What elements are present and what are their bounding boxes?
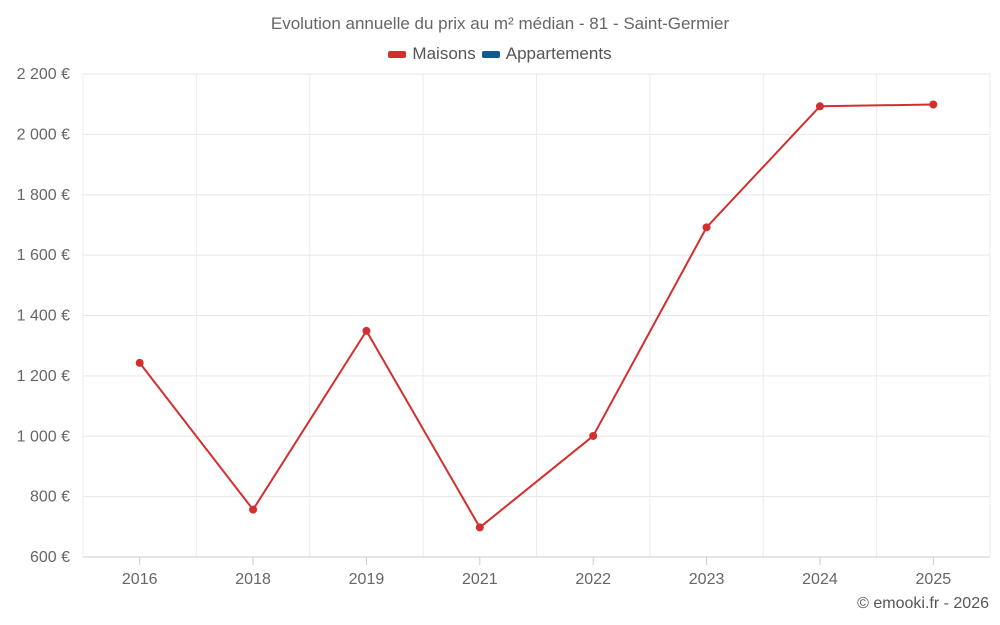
data-point[interactable] — [135, 358, 144, 367]
data-point[interactable] — [475, 523, 484, 532]
y-tick-label: 2 200 € — [17, 66, 70, 83]
x-tick-label: 2025 — [916, 571, 952, 588]
x-axis: 2016 2018 2019 2021 2022 2023 2024 2025 — [83, 556, 990, 588]
x-tick-label: 2021 — [462, 571, 498, 588]
y-tick-label: 2 000 € — [17, 126, 70, 143]
x-tick-label: 2019 — [349, 571, 385, 588]
data-point[interactable] — [815, 102, 824, 111]
y-tick-label: 600 € — [30, 549, 70, 566]
series-line-maisons — [138, 103, 934, 529]
y-tick-label: 1 400 € — [17, 308, 70, 325]
y-tick-label: 800 € — [30, 489, 70, 506]
credit-text: © emooki.fr - 2026 — [857, 595, 989, 612]
x-tick-label: 2018 — [235, 571, 271, 588]
y-tick-label: 1 800 € — [17, 187, 70, 204]
data-point[interactable] — [929, 100, 938, 109]
legend-swatch-appartements — [481, 50, 500, 58]
chart-legend: Maisons Appartements — [0, 44, 1000, 64]
legend-item-maisons[interactable]: Maisons — [388, 44, 476, 64]
grid-lines — [82, 73, 991, 557]
y-axis: 600 € 800 € 1 000 € 1 200 € 1 400 € 1 600 € 1 … — [17, 66, 70, 566]
legend-swatch-maisons — [388, 50, 407, 58]
y-tick-label: 1 200 € — [17, 368, 70, 385]
y-tick-label: 1 000 € — [17, 428, 70, 445]
series-layer — [135, 100, 938, 532]
data-point[interactable] — [249, 505, 258, 514]
y-tick-label: 1 600 € — [17, 247, 70, 264]
x-tick-label: 2024 — [802, 571, 838, 588]
legend-item-appartements[interactable]: Appartements — [481, 44, 612, 64]
x-tick-label: 2023 — [689, 571, 725, 588]
data-point[interactable] — [702, 223, 711, 232]
x-tick-label: 2016 — [122, 571, 158, 588]
legend-label-maisons: Maisons — [412, 44, 476, 63]
legend-label-appartements: Appartements — [505, 44, 612, 63]
x-tick-label: 2022 — [575, 571, 611, 588]
data-point[interactable] — [589, 431, 598, 440]
data-point[interactable] — [362, 326, 371, 335]
chart-title: Evolution annuelle du prix au m² médian … — [270, 14, 730, 33]
